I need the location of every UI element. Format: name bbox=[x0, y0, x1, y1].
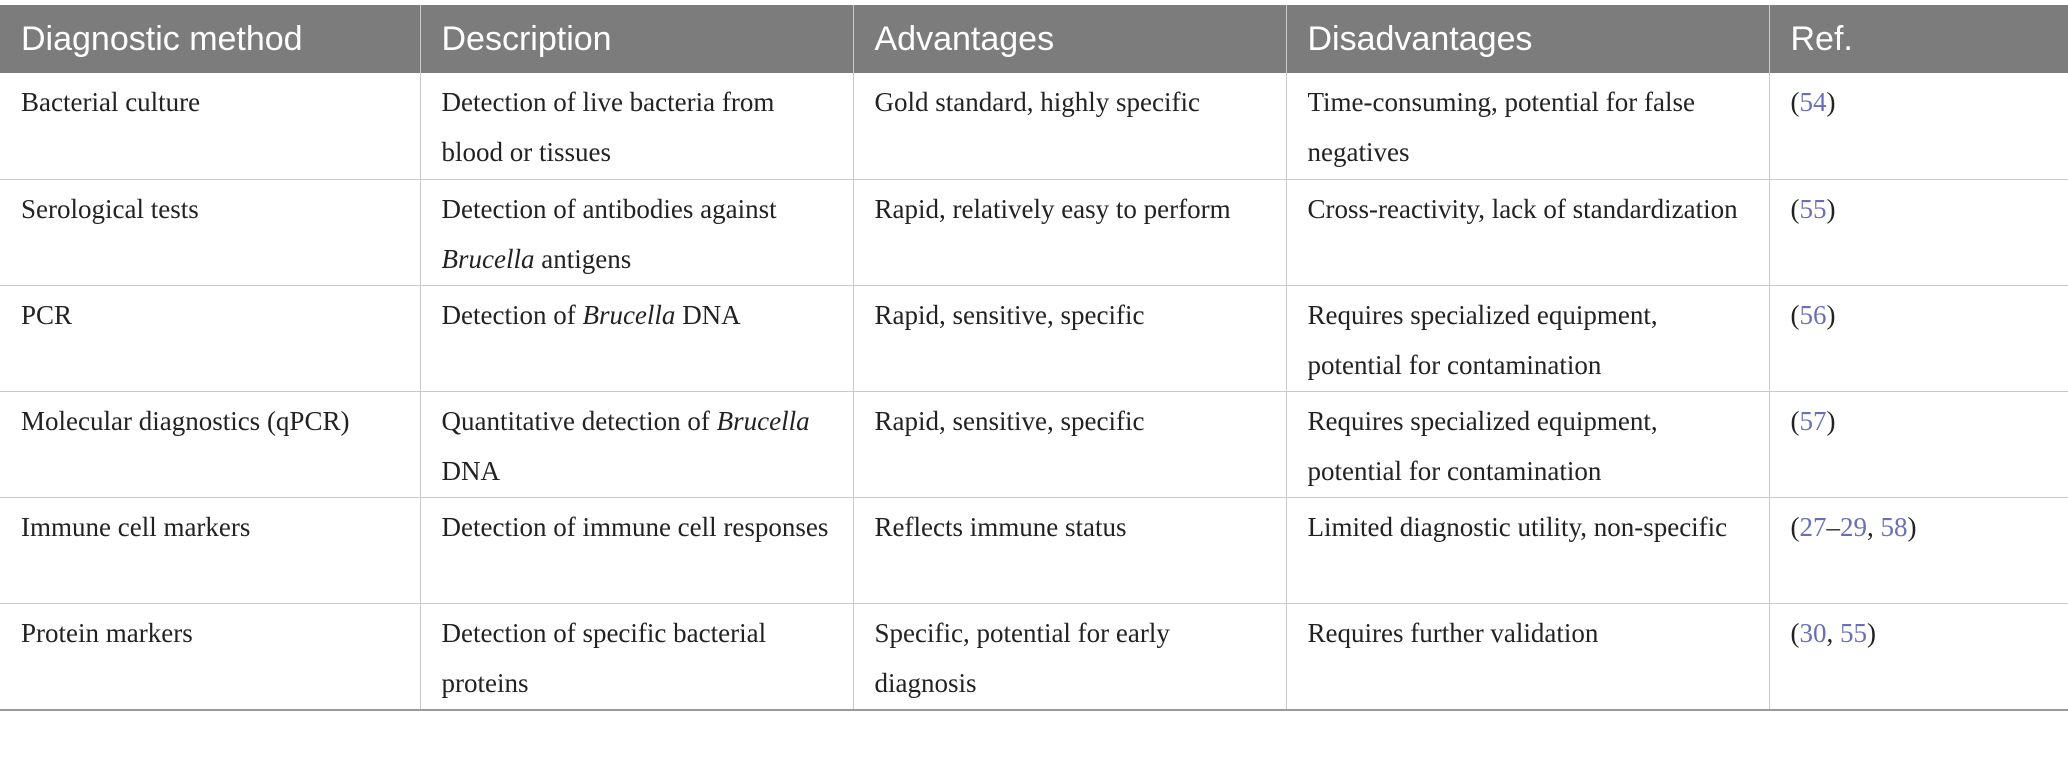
diagnostic-methods-table: Diagnostic method Description Advantages… bbox=[0, 5, 2068, 711]
ref-open-paren: ( bbox=[1790, 405, 1800, 436]
ref-open-paren: ( bbox=[1790, 511, 1800, 542]
header-disadvantages: Disadvantages bbox=[1286, 5, 1770, 73]
description-text: DNA bbox=[675, 299, 741, 330]
cell-description: Detection of Brucella DNA bbox=[420, 285, 854, 392]
genus-name: Brucella bbox=[716, 405, 810, 436]
table-row: Protein markers Detection of specific ba… bbox=[0, 603, 2068, 711]
cell-method: Serological tests bbox=[0, 179, 421, 286]
table-row: Immune cell markers Detection of immune … bbox=[0, 497, 2068, 604]
cell-disadvantages: Requires further validation bbox=[1286, 603, 1770, 711]
cell-description: Quantitative detection of Brucella DNA bbox=[420, 391, 854, 498]
description-text: antigens bbox=[534, 243, 632, 274]
ref-link[interactable]: 57 bbox=[1799, 405, 1827, 436]
cell-advantages: Rapid, sensitive, specific bbox=[853, 285, 1287, 392]
cell-disadvantages: Cross-reactivity, lack of standardizatio… bbox=[1286, 179, 1770, 286]
cell-description: Detection of live bacteria from blood or… bbox=[420, 73, 854, 180]
ref-link[interactable]: 55 bbox=[1840, 617, 1867, 648]
cell-ref: (54) bbox=[1769, 73, 2068, 180]
ref-link[interactable]: 30 bbox=[1799, 617, 1827, 648]
description-text: Quantitative detection of bbox=[441, 405, 717, 436]
ref-separator: , bbox=[1826, 617, 1840, 648]
ref-link[interactable]: 56 bbox=[1799, 299, 1827, 330]
cell-advantages: Gold standard, highly specific bbox=[853, 73, 1287, 180]
cell-description: Detection of immune cell responses bbox=[420, 497, 854, 604]
table-header: Diagnostic method Description Advantages… bbox=[0, 5, 2068, 73]
genus-name: Brucella bbox=[582, 299, 676, 330]
table-row: Molecular diagnostics (qPCR) Quantitativ… bbox=[0, 391, 2068, 498]
description-text: DNA bbox=[441, 455, 501, 486]
table-body: Bacterial culture Detection of live bact… bbox=[0, 73, 2068, 711]
ref-link[interactable]: 54 bbox=[1799, 87, 1827, 117]
cell-advantages: Reflects immune status bbox=[853, 497, 1287, 604]
ref-open-paren: ( bbox=[1790, 87, 1800, 117]
cell-ref: (57) bbox=[1769, 391, 2068, 498]
ref-close-paren: ) bbox=[1867, 617, 1876, 648]
cell-description: Detection of antibodies against Brucella… bbox=[420, 179, 854, 286]
cell-method: Molecular diagnostics (qPCR) bbox=[0, 391, 421, 498]
cell-advantages: Specific, potential for early diagnosis bbox=[853, 603, 1287, 711]
header-diagnostic-method: Diagnostic method bbox=[0, 5, 421, 73]
ref-link[interactable]: 29 bbox=[1840, 511, 1867, 542]
genus-name: Brucella bbox=[441, 243, 535, 274]
cell-ref: (30, 55) bbox=[1769, 603, 2068, 711]
header-description: Description bbox=[420, 5, 854, 73]
ref-close-paren: ) bbox=[1907, 511, 1917, 542]
description-text: Detection of bbox=[441, 299, 583, 330]
table-row: PCR Detection of Brucella DNA Rapid, sen… bbox=[0, 285, 2068, 392]
header-row: Diagnostic method Description Advantages… bbox=[0, 5, 2068, 73]
description-text: Detection of antibodies against bbox=[441, 193, 777, 224]
ref-link[interactable]: 27 bbox=[1799, 511, 1827, 542]
cell-ref: (55) bbox=[1769, 179, 2068, 286]
ref-open-paren: ( bbox=[1790, 299, 1800, 330]
cell-advantages: Rapid, sensitive, specific bbox=[853, 391, 1287, 498]
cell-disadvantages: Time-consuming, potential for false nega… bbox=[1286, 73, 1770, 180]
ref-open-paren: ( bbox=[1790, 617, 1800, 648]
table-row: Bacterial culture Detection of live bact… bbox=[0, 73, 2068, 180]
cell-method: Protein markers bbox=[0, 603, 421, 711]
diagnostic-methods-table-container: Diagnostic method Description Advantages… bbox=[0, 5, 2068, 711]
ref-close-paren: ) bbox=[1826, 405, 1836, 436]
cell-method: Immune cell markers bbox=[0, 497, 421, 604]
table-row: Serological tests Detection of antibodie… bbox=[0, 179, 2068, 286]
cell-method: Bacterial culture bbox=[0, 73, 421, 180]
cell-disadvantages: Limited diagnostic utility, non-specific bbox=[1286, 497, 1770, 604]
cell-method: PCR bbox=[0, 285, 421, 392]
cell-disadvantages: Requires specialized equipment, potentia… bbox=[1286, 391, 1770, 498]
cell-disadvantages: Requires specialized equipment, potentia… bbox=[1286, 285, 1770, 392]
ref-separator: , bbox=[1867, 511, 1881, 542]
ref-link[interactable]: 58 bbox=[1880, 511, 1908, 542]
ref-close-paren: ) bbox=[1826, 299, 1836, 330]
ref-open-paren: ( bbox=[1790, 193, 1800, 224]
cell-ref: (56) bbox=[1769, 285, 2068, 392]
header-advantages: Advantages bbox=[853, 5, 1287, 73]
cell-advantages: Rapid, relatively easy to perform bbox=[853, 179, 1287, 286]
ref-link[interactable]: 55 bbox=[1799, 193, 1827, 224]
cell-description: Detection of specific bacterial proteins bbox=[420, 603, 854, 711]
cell-ref: (27–29, 58) bbox=[1769, 497, 2068, 604]
ref-range-dash: – bbox=[1826, 511, 1841, 542]
ref-close-paren: ) bbox=[1826, 193, 1836, 224]
header-ref: Ref. bbox=[1769, 5, 2068, 73]
ref-close-paren: ) bbox=[1826, 87, 1836, 117]
